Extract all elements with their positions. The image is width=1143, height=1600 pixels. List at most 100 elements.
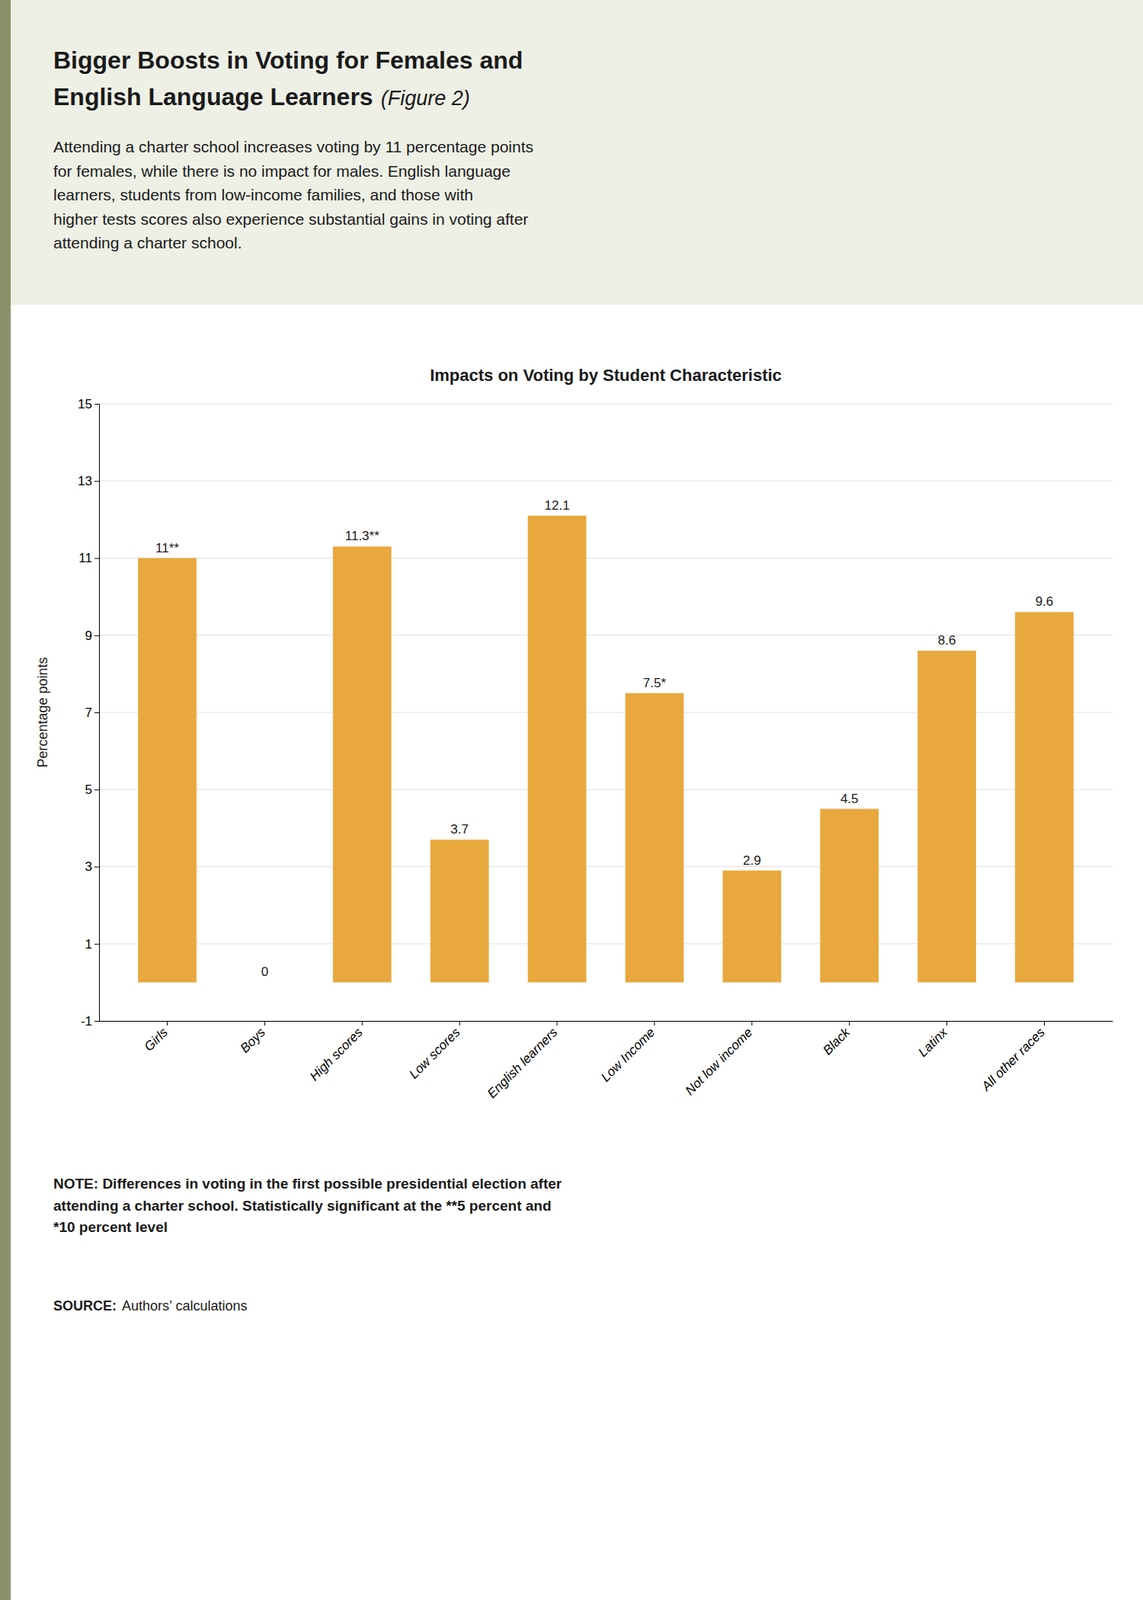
bar — [528, 515, 587, 983]
x-tick: English learners — [484, 1021, 561, 1102]
y-tick-label: 1 — [85, 937, 93, 952]
header-background — [0, 0, 1143, 305]
bar — [722, 870, 782, 983]
y-tick-label: -1 — [80, 1014, 93, 1029]
x-tick-mark — [946, 1021, 948, 1026]
y-tick-mark — [94, 403, 100, 405]
data-label: 4.5 — [840, 791, 859, 807]
x-tick-mark — [166, 1021, 168, 1026]
grid-line — [99, 634, 1113, 636]
y-tick: 1 — [85, 937, 100, 952]
grid-line — [99, 1021, 1113, 1022]
bar — [332, 546, 392, 983]
subtitle-line: for females, while there is no impact fo… — [53, 162, 511, 180]
x-tick: All other races — [978, 1021, 1048, 1095]
y-tick: 15 — [77, 397, 100, 412]
y-tick-label: 7 — [85, 705, 93, 721]
y-tick-mark — [94, 480, 100, 482]
bars — [137, 515, 1074, 983]
bar — [1014, 611, 1074, 983]
y-tick: -1 — [80, 1014, 100, 1029]
x-tick-label: Boys — [237, 1024, 269, 1057]
note-line: *10 percent level — [53, 1219, 168, 1236]
y-tick-label: 9 — [85, 628, 93, 644]
headline-bold-part: English Language Learners — [53, 83, 374, 111]
subtitle-line: Attending a charter school increases vot… — [53, 137, 534, 156]
y-tick: 9 — [85, 628, 100, 644]
data-label: 11** — [155, 541, 180, 556]
y-tick-mark — [94, 1021, 100, 1022]
headline-line-2: English Language Learners (Figure 2) — [53, 83, 471, 111]
data-label: 8.6 — [938, 633, 957, 648]
data-label: 11.3** — [345, 528, 380, 544]
x-tick-label: All other races — [978, 1024, 1048, 1095]
y-axis: -113579111315 — [77, 397, 100, 1029]
data-labels: 11**011.3**3.712.17.5*2.94.58.69.6 — [155, 498, 1054, 980]
x-axis: Girls Boys High scores Low scores English le… — [99, 1021, 1114, 1102]
x-tick-label: Low Income — [598, 1024, 658, 1085]
y-tick-label: 3 — [85, 859, 93, 875]
bar — [430, 839, 490, 983]
subtitle-line: higher tests scores also experience subs… — [53, 210, 529, 228]
x-tick-label: Low scores — [406, 1024, 464, 1083]
grid-line — [99, 403, 1113, 405]
x-axis-line — [99, 1021, 1114, 1022]
left-accent-bar — [0, 0, 11, 1600]
chart-svg: Bigger Boosts in Voting for Females andE… — [0, 0, 1143, 1600]
x-tick-label: Not low income — [682, 1024, 756, 1099]
y-tick-label: 15 — [77, 397, 93, 412]
note-line: NOTE: Differences in voting in the first… — [53, 1175, 563, 1192]
y-tick-label: 11 — [78, 550, 93, 566]
x-tick-mark — [1043, 1021, 1045, 1026]
x-tick: Low Income — [598, 1021, 658, 1086]
x-tick-mark — [459, 1021, 461, 1026]
y-tick-label: 5 — [85, 782, 93, 798]
y-tick: 5 — [85, 782, 100, 798]
y-tick-mark — [94, 635, 100, 637]
y-tick-label: 13 — [77, 473, 93, 489]
y-tick-mark — [94, 789, 100, 791]
x-tick-mark — [264, 1021, 266, 1026]
source-label: SOURCE: — [53, 1298, 117, 1314]
x-tick: Latinx — [915, 1021, 951, 1060]
data-label: 12.1 — [544, 498, 570, 513]
headline-italic-part: (Figure 2) — [381, 86, 471, 110]
bar — [137, 558, 197, 983]
x-tick: Not low income — [682, 1021, 756, 1099]
x-tick: High scores — [307, 1021, 366, 1084]
grid-line — [99, 557, 1113, 559]
grid — [99, 403, 1113, 1022]
y-tick-mark — [94, 712, 100, 714]
x-tick: Girls — [141, 1021, 171, 1055]
chart-title: Impacts on Voting by Student Characteris… — [429, 365, 782, 385]
data-label: 3.7 — [450, 822, 469, 837]
y-tick-mark — [94, 558, 100, 560]
data-label: 7.5* — [643, 675, 667, 691]
y-tick-mark — [94, 944, 100, 945]
bar — [625, 693, 685, 983]
x-tick-mark — [557, 1021, 558, 1026]
x-tick-mark — [361, 1021, 363, 1026]
bar — [819, 809, 879, 983]
data-label: 9.6 — [1035, 594, 1054, 609]
x-tick: Boys — [237, 1021, 269, 1057]
y-tick: 3 — [85, 859, 100, 875]
x-tick-label: High scores — [307, 1024, 366, 1084]
subtitle-line: attending a charter school. — [53, 233, 243, 252]
y-tick: 11 — [78, 550, 100, 566]
x-tick-label: Latinx — [915, 1024, 951, 1060]
x-tick-label: English learners — [484, 1024, 561, 1102]
x-tick: Low scores — [406, 1021, 464, 1083]
x-tick-label: Girls — [141, 1024, 171, 1054]
bar — [235, 982, 295, 983]
subtitle: Attending a charter school increases vot… — [53, 137, 534, 252]
subtitle-line: learners, students from low-income famil… — [53, 185, 474, 204]
bar — [917, 650, 977, 983]
x-tick-mark — [653, 1021, 655, 1026]
x-tick-label: Black — [819, 1024, 854, 1058]
note: NOTE: Differences in voting in the first… — [53, 1175, 563, 1236]
x-tick-mark — [751, 1021, 753, 1026]
source-text: Authors’ calculations — [121, 1298, 247, 1314]
source: SOURCE:Authors’ calculations — [53, 1298, 247, 1314]
x-tick: Black — [819, 1021, 854, 1058]
